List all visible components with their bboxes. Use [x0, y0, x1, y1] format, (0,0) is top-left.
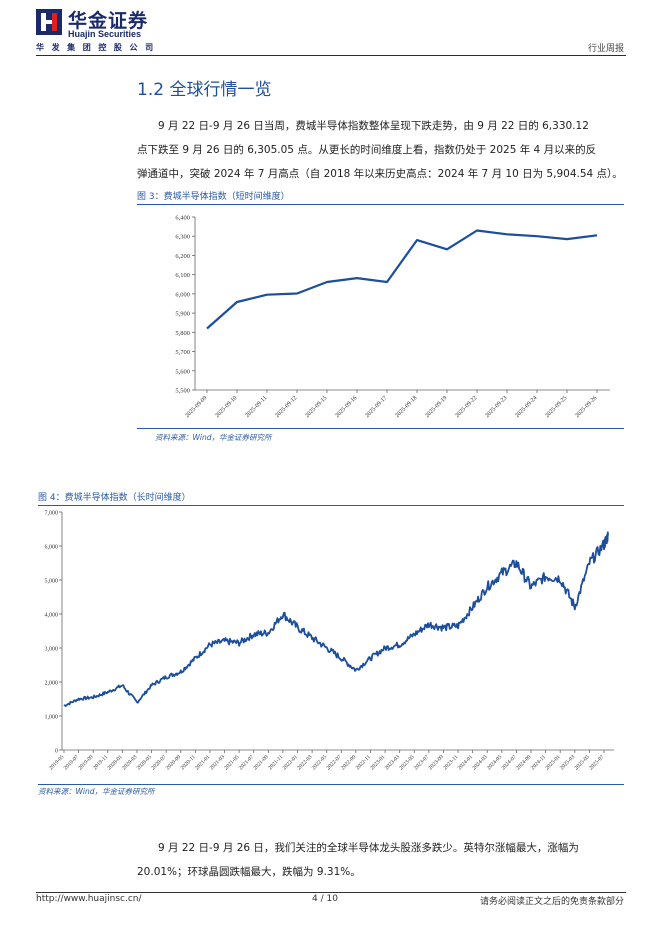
x-tick-label: 2025-09-25 [544, 395, 568, 419]
huajin-logo-icon [36, 9, 62, 35]
x-tick-label: 2025-09-10 [214, 395, 238, 419]
figure-3-bottom-rule [137, 428, 624, 429]
short-term-sox-chart: 5,500 5,600 5,700 5,800 5,900 6,000 6,100 6,200… [175, 215, 610, 419]
report-type: 行业周报 [587, 44, 624, 54]
paragraph-1-line-2: 点下跌至 9 月 26 日的 6,305.05 点。从更长的时间维度上看，指数仍… [137, 144, 597, 156]
y-tick-label: 0 [55, 749, 58, 755]
x-tick-label: 2023-05 [398, 754, 415, 771]
long-term-sox-chart: 0 1,000 2,000 3,000 4,000 5,000 6,000 7,000 2019… [45, 511, 614, 771]
y-tick-label: 6,000 [45, 545, 59, 551]
x-tick-label: 2022-05 [311, 754, 328, 771]
x-tick-label: 2025-09-19 [424, 395, 448, 419]
figure-4-bottom-rule [38, 784, 624, 785]
x-tick-label: 2023-01 [369, 754, 386, 771]
y-tick-label: 5,900 [175, 311, 190, 318]
y-tick-label: 6,400 [175, 215, 190, 222]
x-tick-label: 2025-09-11 [245, 395, 269, 419]
figure-3-source: 资料来源：Wind，华金证券研究所 [155, 433, 272, 442]
footer-url[interactable]: http://www.huajinsc.cn/ [36, 894, 142, 904]
y-tick-label: 7,000 [45, 511, 59, 517]
y-tick-label: 3,000 [45, 647, 59, 653]
y-tick-label: 1,000 [45, 715, 59, 721]
x-tick-label: 2019-07 [63, 754, 80, 771]
x-tick-label: 2024-07 [501, 754, 518, 771]
logo-english-name: Huajin Securities [68, 29, 142, 39]
x-tick-label: 2021-01 [194, 754, 211, 771]
figure-3-title: 图 3：费城半导体指数（短时间维度） [137, 192, 290, 202]
page-number: 4 / 10 [312, 894, 338, 904]
x-tick-label: 2020-05 [136, 754, 153, 771]
x-tick-label: 2021-09 [253, 754, 270, 771]
x-tick-label: 2024-03 [471, 754, 488, 771]
figure-3-top-rule [137, 204, 624, 205]
y-tick-label: 5,000 [45, 579, 59, 585]
header-divider [36, 55, 626, 56]
x-tick-label: 2020-07 [150, 754, 167, 771]
x-tick-label: 2025-09-22 [454, 395, 478, 419]
paragraph-1-line-3: 弹通道中，突破 2024 年 7 月高点（自 2018 年以来历史高点：2024… [137, 168, 623, 180]
y-tick-label: 5,500 [175, 388, 190, 395]
paragraph-1-line-1: 9 月 22 日-9 月 26 日当周，费城半导体指数整体呈现下跌走势，由 9 … [158, 120, 589, 132]
y-tick-label: 4,000 [45, 613, 59, 619]
x-tick-label: 2022-03 [296, 754, 313, 771]
x-tick-label: 2019-05 [48, 754, 65, 771]
y-tick-label: 2,000 [45, 681, 59, 687]
x-tick-label: 2025-05 [574, 754, 591, 771]
x-tick-label: 2024-09 [515, 754, 532, 771]
x-tick-label: 2025-03 [559, 754, 576, 771]
paragraph-2-line-1: 9 月 22 日-9 月 26 日，我们关注的全球半导体龙头股涨多跌少。英特尔涨… [158, 842, 579, 854]
x-tick-label: 2025-09-16 [334, 395, 358, 419]
x-tick-label: 2023-07 [413, 754, 430, 771]
x-tick-label: 2020-01 [107, 754, 124, 771]
figure-4-top-rule [38, 505, 624, 506]
x-tick-label: 2019-09 [77, 754, 94, 771]
y-tick-label: 6,200 [175, 253, 190, 260]
paragraph-1: 9 月 22 日-9 月 26 日当周，费城半导体指数整体呈现下跌走势，由 9 … [137, 114, 624, 186]
x-tick-label: 2020-09 [165, 754, 182, 771]
x-tick-label: 2024-05 [486, 754, 503, 771]
x-tick-label: 2025-09-23 [484, 395, 508, 419]
x-tick-label: 2022-01 [282, 754, 299, 771]
paragraph-2-line-2: 20.01%；环球晶圆跌幅最大，跌幅为 9.31%。 [137, 866, 361, 878]
paragraph-2: 9 月 22 日-9 月 26 日，我们关注的全球半导体龙头股涨多跌少。英特尔涨… [137, 836, 624, 884]
y-tick-label: 6,100 [175, 272, 190, 279]
figure-4-source: 资料来源：Wind，华金证券研究所 [38, 787, 155, 796]
logo-chinese-name: 华金证券 [68, 10, 149, 32]
x-tick-label: 2025-09-12 [274, 395, 298, 419]
x-tick-label: 2025-09-15 [304, 395, 328, 419]
x-tick-label: 2025-09-17 [364, 395, 388, 419]
company-tagline: 华 发 集 团 控 股 公 司 [36, 43, 156, 52]
x-tick-label: 2023-09 [428, 754, 445, 771]
section-title: 1.2 全球行情一览 [137, 80, 272, 100]
x-tick-label: 2022-09 [340, 754, 357, 771]
x-tick-label: 2025-09-26 [574, 395, 598, 419]
x-tick-label: 2024-01 [457, 754, 474, 771]
x-tick-label: 2025-09-09 [184, 395, 208, 419]
footer-divider [36, 892, 626, 893]
x-tick-label: 2023-03 [384, 754, 401, 771]
x-tick-label: 2025-09-24 [514, 395, 538, 419]
x-tick-label: 2022-07 [325, 754, 342, 771]
x-tick-label: 2021-05 [223, 754, 240, 771]
x-tick-label: 2021-03 [209, 754, 226, 771]
x-tick-label: 2025-09-18 [394, 395, 418, 419]
sox-long-term-series-line [63, 531, 609, 707]
y-tick-label: 6,300 [175, 234, 190, 241]
y-tick-label: 6,000 [175, 291, 190, 298]
x-tick-label: 2021-07 [238, 754, 255, 771]
y-tick-label: 5,700 [175, 349, 190, 356]
x-tick-label: 2020-03 [121, 754, 138, 771]
y-tick-label: 5,600 [175, 368, 190, 375]
y-tick-label: 5,800 [175, 330, 190, 337]
x-tick-label: 2025-07 [588, 754, 605, 771]
sox-short-term-series-line [206, 229, 598, 330]
footer-disclaimer: 请务必阅读正文之后的免责条款部分 [479, 897, 624, 907]
x-tick-label: 2025-01 [544, 754, 561, 771]
figure-4-title: 图 4：费城半导体指数（长时间维度） [38, 493, 191, 503]
